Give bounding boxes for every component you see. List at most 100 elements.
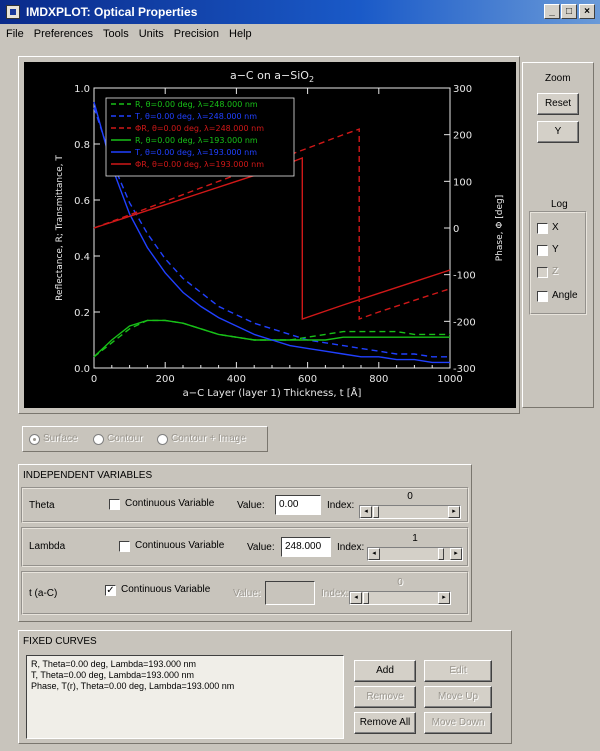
list-item[interactable]: Phase, T(r), Theta=0.00 deg, Lambda=193.… xyxy=(31,681,235,691)
slider-right-arrow-icon[interactable]: ▸ xyxy=(448,506,460,518)
slider-thumb[interactable] xyxy=(373,506,379,518)
slider-thumb[interactable] xyxy=(363,592,369,604)
title-bar: IMDXPLOT: Optical Properties _ □ × xyxy=(0,0,600,24)
window-title: IMDXPLOT: Optical Properties xyxy=(26,5,198,19)
theta-name: Theta xyxy=(29,500,55,511)
contour-label: Contour xyxy=(107,433,143,444)
list-item[interactable]: R, Theta=0.00 deg, Lambda=193.000 nm xyxy=(31,659,196,669)
legend-entry: R, θ=0.00 deg, λ=248.000 nm xyxy=(135,100,258,109)
x-axis-label: a−C Layer (layer 1) Thickness, t [Å] xyxy=(183,386,362,399)
slider-right-arrow-icon[interactable]: ▸ xyxy=(438,592,450,604)
legend-entry: T, θ=0.00 deg, λ=248.000 nm xyxy=(134,112,257,121)
move-up-button[interactable]: Move Up xyxy=(424,686,492,708)
log-y-checkbox[interactable] xyxy=(537,245,548,256)
log-z-label: Z xyxy=(552,266,559,277)
side-panel: Zoom Reset Y Log X Y Z Angle xyxy=(522,62,594,408)
surface-label: Surface xyxy=(43,433,78,444)
zoom-y-button[interactable]: Y xyxy=(537,121,579,143)
theta-continuous-label: Continuous Variable xyxy=(125,498,215,509)
thickness-row: t (a-C) ✓ Continuous Variable Value: Ind… xyxy=(21,571,469,615)
edit-button[interactable]: Edit xyxy=(424,660,492,682)
menu-bar: File Preferences Tools Units Precision Help xyxy=(0,24,600,46)
thickness-name: t (a-C) xyxy=(29,588,58,599)
thickness-continuous-label: Continuous Variable xyxy=(121,584,211,595)
chart-title-subscript: 2 xyxy=(309,75,314,84)
menu-help[interactable]: Help xyxy=(229,28,252,40)
y-tick-label: 0.2 xyxy=(74,308,90,319)
legend-entry: ΦR, θ=0.00 deg, λ=248.000 nm xyxy=(135,124,264,133)
move-down-button[interactable]: Move Down xyxy=(424,712,492,734)
log-x-checkbox[interactable] xyxy=(537,223,548,234)
thickness-continuous-checkbox[interactable]: ✓ xyxy=(105,585,116,596)
surface-radio[interactable] xyxy=(29,434,40,445)
contour-image-radio[interactable] xyxy=(157,434,168,445)
contour-radio[interactable] xyxy=(93,434,104,445)
thickness-index-slider[interactable]: 0 ◂ ▸ xyxy=(349,577,451,607)
y2-tick-label: -200 xyxy=(453,317,476,328)
theta-value-input[interactable]: 0.00 xyxy=(275,495,321,515)
series-line-0 xyxy=(93,319,450,358)
legend-entry: T, θ=0.00 deg, λ=193.000 nm xyxy=(134,148,257,157)
x-tick-label: 400 xyxy=(227,374,246,385)
list-item[interactable]: T, Theta=0.00 deg, Lambda=193.000 nm xyxy=(31,670,194,680)
zoom-reset-button[interactable]: Reset xyxy=(537,93,579,115)
menu-file[interactable]: File xyxy=(6,28,24,40)
thickness-index-value: 0 xyxy=(397,577,403,588)
y-tick-label: 0.6 xyxy=(74,196,90,207)
slider-left-arrow-icon[interactable]: ◂ xyxy=(368,548,380,560)
y-tick-label: 0.0 xyxy=(74,364,90,375)
y-tick-label: 0.4 xyxy=(74,252,90,263)
theta-value-label: Value: xyxy=(237,500,265,511)
menu-precision[interactable]: Precision xyxy=(173,28,220,40)
plot-frame xyxy=(18,56,520,414)
x-tick-label: 200 xyxy=(156,374,175,385)
theta-index-slider[interactable]: 0 ◂ ▸ xyxy=(359,491,461,521)
thickness-value-label: Value: xyxy=(233,588,261,599)
y2-tick-label: 100 xyxy=(453,177,472,188)
legend-entry: R, θ=0.00 deg, λ=193.000 nm xyxy=(135,136,258,145)
contour-image-label: Contour + Image xyxy=(171,433,246,444)
fixed-curves-panel: FIXED CURVES xyxy=(18,630,512,744)
theta-row: Theta Continuous Variable Value: 0.00 In… xyxy=(21,487,469,523)
series-line-4 xyxy=(93,101,450,364)
lambda-value-input[interactable]: 248.000 xyxy=(281,537,331,557)
series-line-5 xyxy=(93,156,451,320)
remove-button[interactable]: Remove xyxy=(354,686,416,708)
slider-left-arrow-icon[interactable]: ◂ xyxy=(350,592,362,604)
menu-tools[interactable]: Tools xyxy=(103,28,129,40)
y2-axis-label: Phase, Φ [deg] xyxy=(495,195,505,262)
slider-left-arrow-icon[interactable]: ◂ xyxy=(360,506,372,518)
slider-right-arrow-icon[interactable]: ▸ xyxy=(450,548,462,560)
surface-mode-group: Surface Contour Contour + Image xyxy=(22,426,268,452)
theta-continuous-checkbox[interactable] xyxy=(109,499,120,510)
close-button[interactable]: × xyxy=(579,4,595,19)
lambda-index-slider[interactable]: 1 ◂ ▸ xyxy=(367,533,463,563)
maximize-button[interactable]: □ xyxy=(561,4,577,19)
y2-tick-label: 0 xyxy=(453,224,459,235)
log-z-checkbox[interactable] xyxy=(537,267,548,278)
slider-thumb[interactable] xyxy=(438,548,444,560)
x-tick-label: 800 xyxy=(369,374,388,385)
zoom-label: Zoom xyxy=(545,73,571,84)
thickness-value-input[interactable] xyxy=(265,581,315,605)
legend-box xyxy=(105,97,295,177)
lambda-index-label: Index: xyxy=(337,542,365,553)
independent-header: INDEPENDENT VARIABLES xyxy=(23,470,153,481)
menu-preferences[interactable]: Preferences xyxy=(33,28,94,40)
legend-entry: ΦR, θ=0.00 deg, λ=193.000 nm xyxy=(135,160,264,169)
lambda-continuous-checkbox[interactable] xyxy=(119,541,130,552)
add-button[interactable]: Add xyxy=(354,660,416,682)
fixed-curves-list[interactable]: R, Theta=0.00 deg, Lambda=193.000 nm T, … xyxy=(26,655,344,739)
thickness-index-label: Index: xyxy=(321,588,349,599)
menu-units[interactable]: Units xyxy=(138,28,164,40)
lambda-value-label: Value: xyxy=(247,542,275,553)
y2-tick-label: -300 xyxy=(453,364,476,375)
log-angle-label: Angle xyxy=(552,290,578,301)
remove-all-button[interactable]: Remove All xyxy=(354,712,416,734)
log-angle-checkbox[interactable] xyxy=(537,291,548,302)
independent-variables-panel: INDEPENDENT VARIABLES Theta Continuous V… xyxy=(18,464,472,622)
series-line-3 xyxy=(93,319,450,358)
minimize-button[interactable]: _ xyxy=(544,4,560,19)
y2-tick-label: -100 xyxy=(453,271,476,282)
plot-area: a−C on a−SiO2 0 200 400 600 800 1000 0.0 0.2 0.4 0… xyxy=(24,62,516,408)
